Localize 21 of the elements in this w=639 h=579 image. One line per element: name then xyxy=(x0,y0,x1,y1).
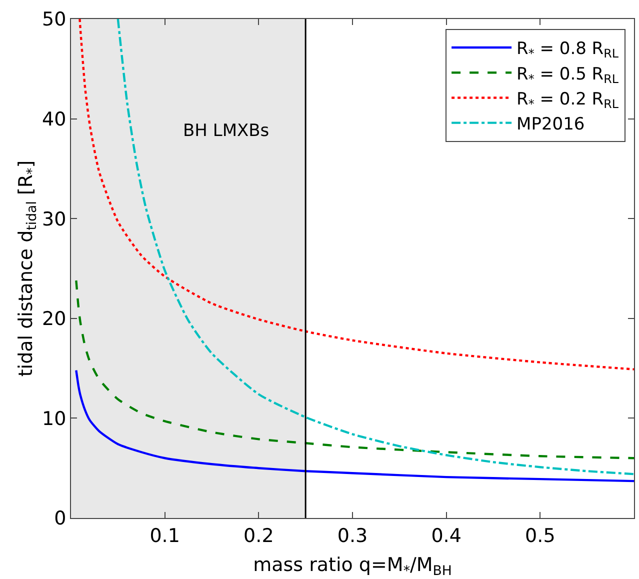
y-tick-label: 20 xyxy=(42,308,66,330)
band-label: BH LMXBs xyxy=(183,121,270,141)
x-tick-label: 0.1 xyxy=(150,524,180,547)
legend-label: R$_{*}$ = 0.8 R$_{RL}$ xyxy=(516,39,619,61)
x-tick-label: 0.4 xyxy=(431,524,462,547)
line-series xyxy=(75,279,634,460)
legend-label: MP2016 xyxy=(516,114,585,134)
y-tick-label: 40 xyxy=(42,108,66,130)
y-tick-label: 10 xyxy=(42,408,66,430)
y-tick-label: 30 xyxy=(42,208,66,230)
line-series xyxy=(75,369,634,482)
x-tick-label: 0.3 xyxy=(337,524,368,547)
line-series xyxy=(78,19,634,370)
x-tick-label: 0.2 xyxy=(244,524,274,547)
x-tick-label: 0.5 xyxy=(525,524,556,547)
y-tick-label: 0 xyxy=(54,508,66,530)
y-tick-label: 50 xyxy=(42,8,66,31)
line-series xyxy=(116,19,634,476)
legend-label: R$_{*}$ = 0.2 R$_{RL}$ xyxy=(516,89,619,111)
legend-label: R$_{*}$ = 0.5 R$_{RL}$ xyxy=(516,64,619,86)
x-axis-title: mass ratio q=M$_{*}$/M$_{BH}$ xyxy=(253,554,452,579)
